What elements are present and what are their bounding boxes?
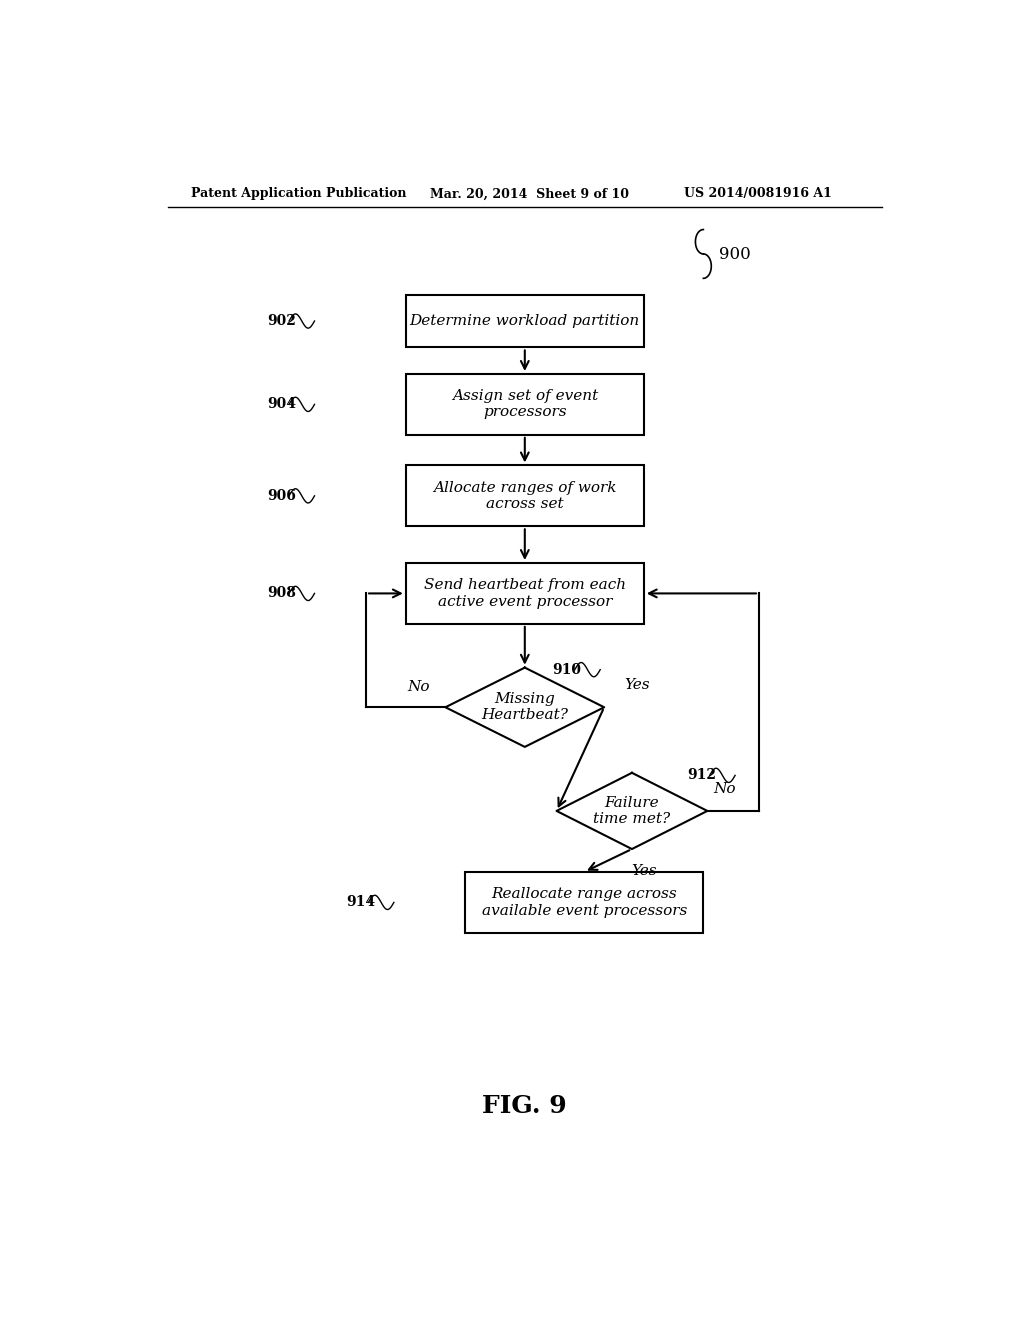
FancyBboxPatch shape [406,294,644,347]
FancyBboxPatch shape [406,374,644,434]
Text: 906: 906 [267,488,296,503]
Text: 900: 900 [719,247,751,264]
Polygon shape [445,668,604,747]
Text: 912: 912 [687,768,717,783]
Text: Assign set of event
processors: Assign set of event processors [452,389,598,420]
Text: Mar. 20, 2014  Sheet 9 of 10: Mar. 20, 2014 Sheet 9 of 10 [430,187,629,201]
Text: Send heartbeat from each
active event processor: Send heartbeat from each active event pr… [424,578,626,609]
Text: Reallocate range across
available event processors: Reallocate range across available event … [481,887,687,917]
Text: Allocate ranges of work
across set: Allocate ranges of work across set [433,480,616,511]
FancyBboxPatch shape [406,466,644,527]
Text: US 2014/0081916 A1: US 2014/0081916 A1 [684,187,831,201]
Text: 908: 908 [267,586,296,601]
Polygon shape [557,772,708,849]
Text: FIG. 9: FIG. 9 [482,1094,567,1118]
Text: Yes: Yes [631,865,656,878]
Text: Yes: Yes [624,678,649,692]
Text: No: No [714,781,736,796]
Text: Missing
Heartbeat?: Missing Heartbeat? [481,692,568,722]
FancyBboxPatch shape [406,562,644,624]
Text: 914: 914 [346,895,376,909]
Text: 904: 904 [267,397,296,412]
Text: No: No [408,680,430,694]
Text: 902: 902 [267,314,296,329]
FancyBboxPatch shape [465,873,703,933]
Text: Determine workload partition: Determine workload partition [410,314,640,329]
Text: 910: 910 [553,663,582,677]
Text: Patent Application Publication: Patent Application Publication [191,187,407,201]
Text: Failure
time met?: Failure time met? [593,796,671,826]
